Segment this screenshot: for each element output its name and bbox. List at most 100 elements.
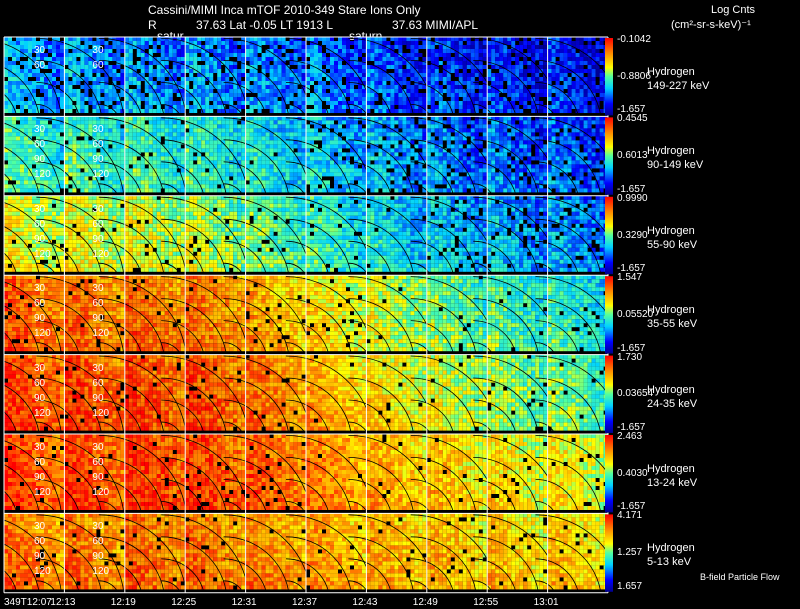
heatmap-cell [358, 144, 362, 149]
heatmap-cell [253, 101, 258, 105]
heatmap-cell [434, 156, 439, 161]
heatmap-cell [354, 156, 358, 161]
heatmap-cell [225, 81, 230, 85]
heatmap-cell [414, 172, 419, 177]
heatmap-cell [338, 105, 342, 109]
heatmap-cell [277, 172, 282, 177]
heatmap-cell [414, 176, 419, 181]
heatmap-cell [237, 140, 242, 145]
heatmap-cell [273, 184, 278, 189]
heatmap-cell [438, 93, 443, 97]
heatmap-cell [76, 164, 81, 169]
heatmap-cell [394, 37, 399, 41]
heatmap-cell [470, 176, 475, 181]
heatmap-cell [293, 164, 298, 169]
heatmap-cell [322, 53, 326, 57]
heatmap-cell [293, 109, 298, 113]
heatmap-cell [92, 120, 97, 125]
heatmap-cell [80, 148, 85, 153]
heatmap-cell [197, 65, 202, 69]
heatmap-cell [442, 136, 447, 141]
heatmap-cell [96, 57, 101, 61]
heatmap-cell [462, 109, 467, 113]
heatmap-cell [20, 168, 24, 173]
heatmap-cell [382, 144, 387, 149]
heatmap-cell [281, 132, 286, 137]
heatmap-cell [197, 152, 202, 157]
heatmap-cell [221, 144, 226, 149]
heatmap-cell [265, 97, 270, 101]
heatmap-cell [213, 140, 218, 145]
heatmap-cell [410, 57, 415, 61]
heatmap-cell [410, 85, 415, 89]
heatmap-cell [193, 144, 198, 149]
heatmap-cell [378, 176, 383, 181]
heatmap-cell [426, 53, 431, 57]
heatmap-cell [32, 148, 36, 153]
heatmap-cell [410, 176, 415, 181]
heatmap-cell [148, 81, 153, 85]
heatmap-cell [442, 53, 447, 57]
heatmap-cell [104, 144, 109, 149]
heatmap-cell [201, 37, 206, 41]
heatmap-cell [156, 128, 161, 133]
heatmap-cell [595, 53, 600, 57]
heatmap-cell [583, 45, 588, 49]
heatmap-cell [249, 65, 254, 69]
heatmap-cell [80, 172, 85, 177]
heatmap-cell [201, 144, 206, 149]
heatmap-cell [346, 156, 350, 161]
heatmap-cell [269, 53, 274, 57]
heatmap-cell [410, 37, 415, 41]
heatmap-cell [84, 65, 89, 69]
heatmap-cell [136, 124, 141, 129]
heatmap-cell [120, 136, 125, 141]
heatmap-cell [342, 128, 346, 133]
heatmap-cell [382, 172, 387, 177]
heatmap-cell [168, 180, 173, 185]
heatmap-cell [285, 65, 290, 69]
heatmap-cell [434, 152, 439, 157]
heatmap-cell [378, 81, 383, 85]
heatmap-cell [515, 97, 520, 101]
heatmap-cell [531, 45, 536, 49]
heatmap-cell [398, 136, 403, 141]
heatmap-cell [591, 97, 596, 101]
heatmap-cell [144, 128, 149, 133]
heatmap-cell [531, 132, 536, 137]
heatmap-cell [406, 184, 411, 189]
heatmap-cell [398, 93, 403, 97]
heatmap-cell [466, 73, 471, 77]
heatmap-cell [398, 176, 403, 181]
heatmap-cell [450, 93, 455, 97]
heatmap-cell [330, 37, 334, 41]
heatmap-cell [4, 73, 8, 77]
heatmap-cell [495, 65, 500, 69]
heatmap-cell [253, 49, 258, 53]
heatmap-cell [68, 180, 73, 185]
heatmap-cell [88, 188, 93, 193]
heatmap-cell [32, 105, 36, 109]
heatmap-cell [193, 37, 198, 41]
heatmap-cell [346, 69, 350, 73]
heatmap-cell [426, 152, 431, 157]
heatmap-cell [281, 65, 286, 69]
heatmap-cell [450, 57, 455, 61]
heatmap-cell [140, 73, 145, 77]
heatmap-cell [12, 93, 16, 97]
heatmap-cell [8, 61, 12, 65]
heatmap-cell [442, 105, 447, 109]
heatmap-cell [402, 77, 407, 81]
heatmap-cell [40, 140, 44, 145]
heatmap-cell [587, 73, 592, 77]
heatmap-cell [20, 140, 24, 145]
heatmap-cell [314, 53, 318, 57]
heatmap-cell [265, 49, 270, 53]
heatmap-cell [277, 184, 282, 189]
heatmap-cell [132, 101, 137, 105]
heatmap-cell [438, 176, 443, 181]
heatmap-cell [531, 164, 536, 169]
heatmap-cell [265, 164, 270, 169]
heatmap-cell [104, 176, 109, 181]
heatmap-cell [386, 109, 391, 113]
